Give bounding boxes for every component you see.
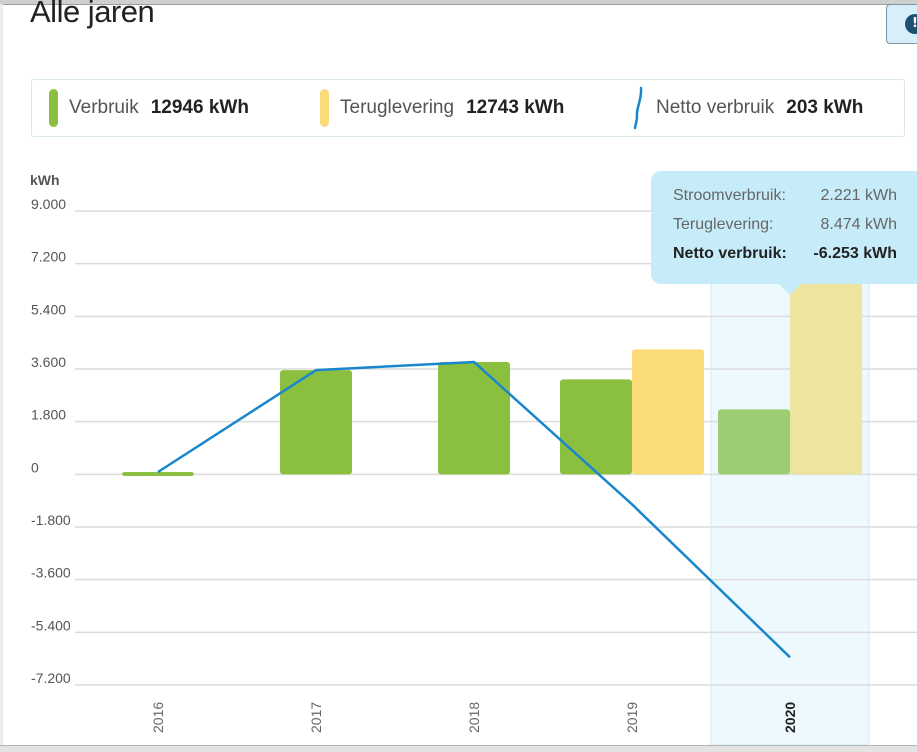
y-tick-label: -7.200 [31,670,71,686]
bar-verbruik-2020 [718,409,790,474]
y-tick-label: 7.200 [31,249,66,265]
tooltip-value: -6.253 kWh [813,245,897,263]
y-tick-label: 0 [31,459,39,475]
y-tick-label: 9.000 [31,196,66,212]
x-tick-label: 2016 [150,702,166,733]
bar-teruglevering-2019 [632,349,704,474]
x-tick-label: 2018 [466,702,482,733]
tooltip-label: Stroomverbruik: [673,187,786,205]
tooltip-value: 2.221 kWh [821,187,897,205]
tooltip-label: Teruglevering: [673,216,774,234]
y-tick-label: -3.600 [31,565,71,581]
bar-verbruik-2016 [122,472,194,476]
x-tick-label: 2020 [782,702,798,733]
tooltip-value: 8.474 kWh [821,216,897,234]
y-tick-label: 3.600 [31,354,66,370]
x-tick-label: 2017 [308,702,324,733]
tooltip-label: Netto verbruik: [673,245,787,263]
y-tick-label: 1.800 [31,407,66,423]
tooltip: Stroomverbruik: 2.221 kWh Teruglevering:… [651,171,917,284]
bar-verbruik-2018 [438,362,510,474]
bar-verbruik-2019 [560,379,632,474]
y-tick-label: -1.800 [31,512,71,528]
x-tick-label: 2019 [624,702,640,733]
y-tick-label: 5.400 [31,301,66,317]
y-axis-label: kWh [30,172,60,188]
y-tick-label: -5.400 [31,617,71,633]
tooltip-arrow [778,283,802,295]
